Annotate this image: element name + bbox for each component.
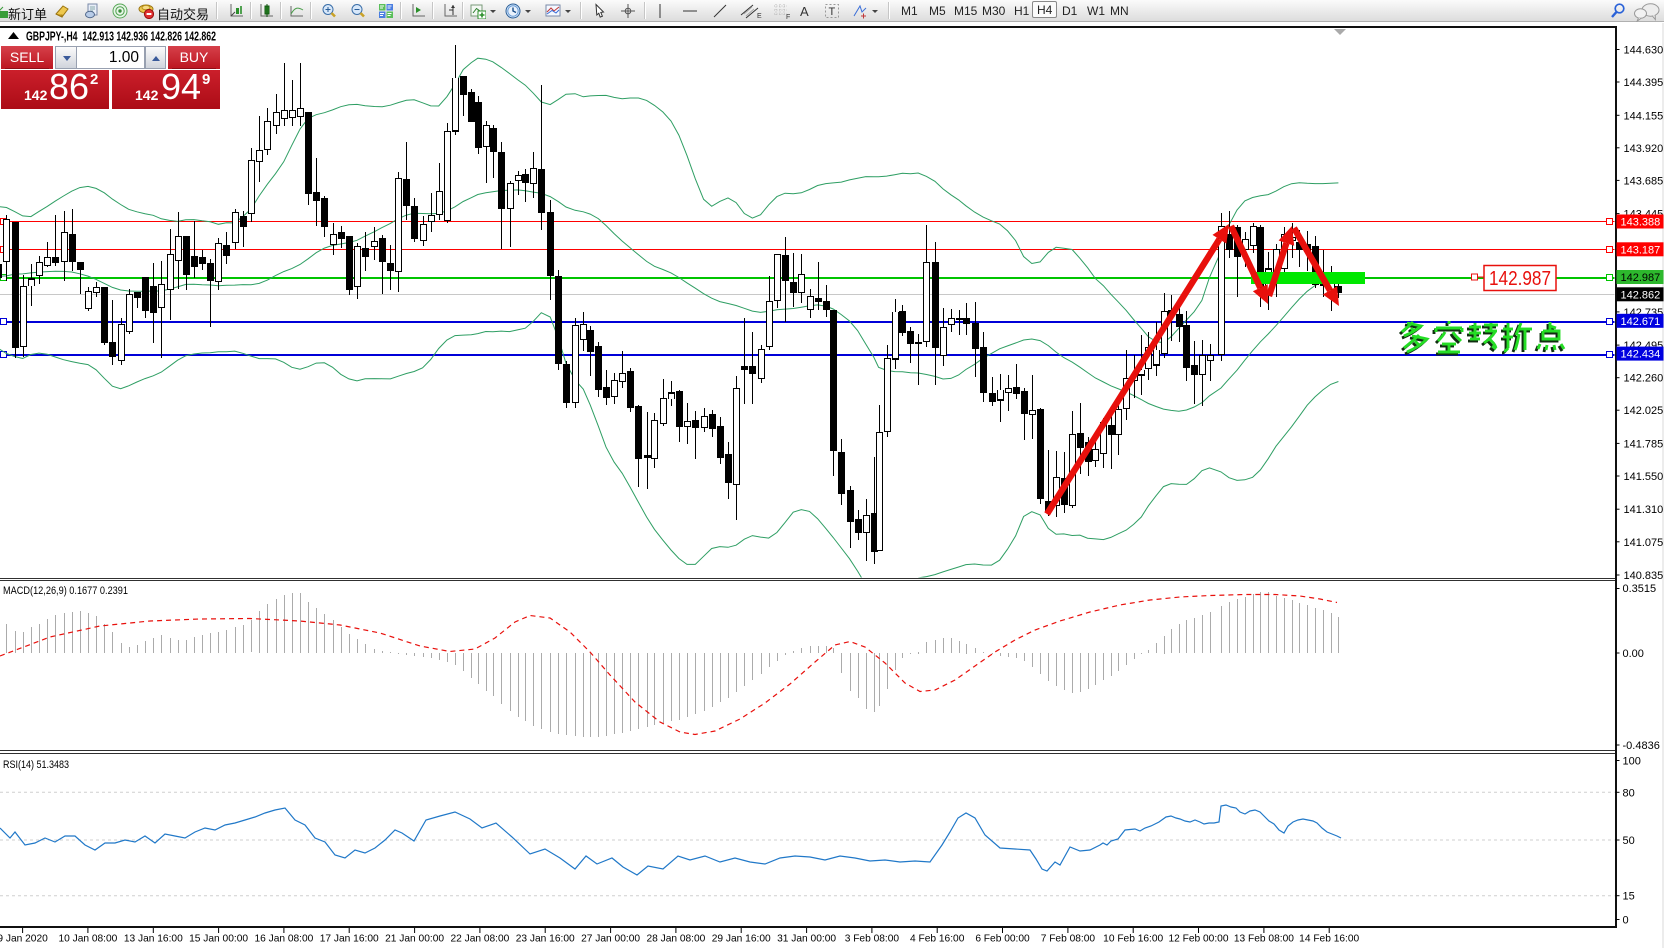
svg-text:3 Feb 08:00: 3 Feb 08:00: [845, 934, 900, 945]
svg-text:14 Feb 16:00: 14 Feb 16:00: [1299, 934, 1359, 945]
svg-text:E: E: [757, 13, 762, 19]
svg-text:143.685: 143.685: [1624, 175, 1664, 187]
svg-text:144.630: 144.630: [1624, 45, 1664, 57]
svg-text:142.987: 142.987: [1621, 272, 1661, 284]
svg-text:142.862: 142.862: [1621, 289, 1661, 301]
svg-text:31 Jan 00:00: 31 Jan 00:00: [777, 934, 836, 945]
svg-text:143.388: 143.388: [1621, 217, 1661, 229]
svg-text:27 Jan 00:00: 27 Jan 00:00: [581, 934, 640, 945]
svg-text:21 Jan 00:00: 21 Jan 00:00: [385, 934, 444, 945]
svg-text:GBPJPY-,H4 142.913 142.936 14: GBPJPY-,H4 142.913 142.936 142.826 142.8…: [26, 30, 216, 44]
svg-text:143.187: 143.187: [1621, 244, 1661, 256]
svg-text:-0.4836: -0.4836: [1623, 740, 1660, 752]
svg-text:0: 0: [1623, 915, 1629, 927]
svg-text:0.3515: 0.3515: [1623, 583, 1657, 595]
svg-text:100: 100: [1623, 756, 1641, 768]
svg-text:9 Jan 2020: 9 Jan 2020: [0, 934, 48, 945]
svg-text:142.434: 142.434: [1621, 349, 1661, 361]
svg-text:7 Feb 08:00: 7 Feb 08:00: [1041, 934, 1096, 945]
svg-text:10 Jan 08:00: 10 Jan 08:00: [58, 934, 117, 945]
svg-text:140.835: 140.835: [1624, 570, 1664, 582]
svg-text:F: F: [786, 14, 790, 19]
svg-text:141.785: 141.785: [1624, 438, 1664, 450]
svg-text:17 Jan 16:00: 17 Jan 16:00: [320, 934, 379, 945]
svg-text:144.155: 144.155: [1624, 110, 1664, 122]
svg-text:15 Jan 00:00: 15 Jan 00:00: [189, 934, 248, 945]
svg-text:142.025: 142.025: [1624, 405, 1664, 417]
svg-text:13 Jan 16:00: 13 Jan 16:00: [124, 934, 183, 945]
svg-text:10 Feb 16:00: 10 Feb 16:00: [1103, 934, 1163, 945]
svg-text:142.260: 142.260: [1624, 373, 1664, 385]
svg-text:141.550: 141.550: [1624, 471, 1664, 483]
svg-text:141.310: 141.310: [1624, 504, 1664, 516]
svg-text:RSI(14) 51.3483: RSI(14) 51.3483: [3, 759, 69, 771]
svg-text:4 Feb 16:00: 4 Feb 16:00: [910, 934, 965, 945]
svg-text:143.920: 143.920: [1624, 143, 1664, 155]
svg-text:22 Jan 08:00: 22 Jan 08:00: [450, 934, 509, 945]
svg-text:23 Jan 16:00: 23 Jan 16:00: [516, 934, 575, 945]
svg-text:144.395: 144.395: [1624, 77, 1664, 89]
svg-text:MACD(12,26,9) 0.1677 0.2391: MACD(12,26,9) 0.1677 0.2391: [3, 585, 128, 597]
svg-text:28 Jan 08:00: 28 Jan 08:00: [646, 934, 705, 945]
svg-text:142.671: 142.671: [1621, 316, 1661, 328]
svg-text:0.00: 0.00: [1623, 648, 1644, 660]
svg-text:29 Jan 16:00: 29 Jan 16:00: [712, 934, 771, 945]
svg-text:15: 15: [1623, 891, 1635, 903]
svg-text:12 Feb 00:00: 12 Feb 00:00: [1168, 934, 1228, 945]
svg-text:142.987: 142.987: [1489, 267, 1551, 290]
svg-text:80: 80: [1623, 787, 1635, 799]
svg-text:50: 50: [1623, 835, 1635, 847]
svg-text:13 Feb 08:00: 13 Feb 08:00: [1234, 934, 1294, 945]
svg-text:141.075: 141.075: [1624, 537, 1664, 549]
svg-text:T: T: [829, 6, 836, 18]
svg-text:16 Jan 08:00: 16 Jan 08:00: [254, 934, 313, 945]
svg-text:6 Feb 00:00: 6 Feb 00:00: [975, 934, 1030, 945]
